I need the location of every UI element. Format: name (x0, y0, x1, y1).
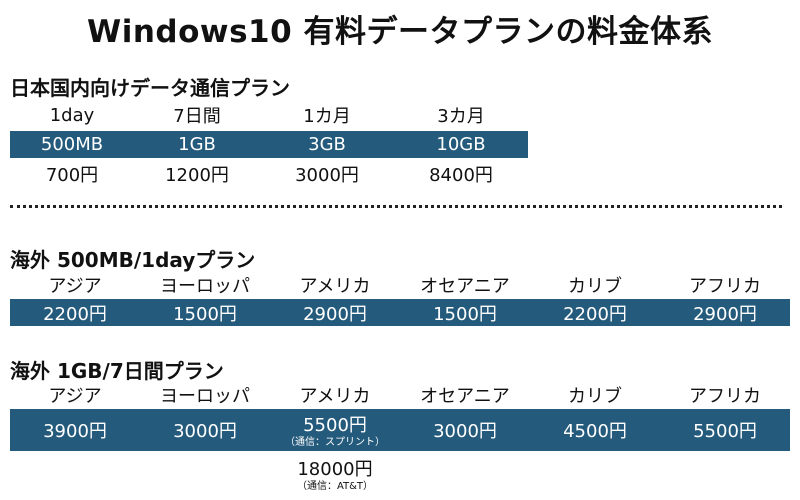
region-cell: アジア (48, 276, 102, 297)
price-cell: 2200円 (563, 303, 627, 325)
region-cell: ヨーロッパ (160, 276, 250, 297)
price-cell: 3000円 (433, 421, 497, 442)
price-cell: 2900円 (303, 303, 367, 325)
price-cell: 3000円 (295, 165, 359, 186)
price-cell: 5500円 (693, 421, 757, 442)
region-cell: アメリカ (299, 386, 371, 407)
price-cell: 2900円 (693, 303, 757, 325)
data-amount-cell: 1GB (178, 134, 216, 155)
region-cell: アジア (48, 386, 102, 407)
data-amount-cell: 10GB (436, 134, 486, 155)
america-alt-price: 18000円 （通信：AT&T） (270, 454, 400, 494)
region-cell: オセアニア (420, 276, 510, 297)
region-cell: アメリカ (299, 276, 371, 297)
price-value: 5500円 (303, 415, 367, 436)
overseas-500mb-region-row: アジア ヨーロッパ アメリカ オセアニア カリブ アフリカ (10, 271, 790, 299)
domestic-period-row: 1day 7日間 1カ月 3カ月 (10, 100, 528, 130)
overseas-1gb-price-band: 3900円 3000円 5500円 （通信：スプリント） 3000円 4500円… (10, 409, 790, 451)
data-amount-cell: 500MB (40, 134, 104, 155)
region-cell: カリブ (568, 386, 622, 407)
carrier-note: （通信：AT&T） (296, 481, 374, 492)
america-alt-price-cell: 18000円 （通信：AT&T） (270, 455, 400, 493)
price-cell: 700円 (45, 165, 99, 186)
overseas-500mb-heading: 海外 500MB/1dayプラン (10, 248, 256, 272)
dotted-divider (10, 205, 782, 208)
price-cell: 8400円 (429, 165, 493, 186)
carrier-note: （通信：スプリント） (285, 437, 385, 448)
domestic-price-row: 700円 1200円 3000円 8400円 (10, 159, 528, 189)
price-cell: 1200円 (165, 165, 229, 186)
price-cell: 3000円 (173, 421, 237, 442)
domestic-plan-heading: 日本国内向けデータ通信プラン (10, 76, 290, 100)
america-price-cell: 5500円 （通信：スプリント） (270, 411, 400, 449)
overseas-1gb-region-row: アジア ヨーロッパ アメリカ オセアニア カリブ アフリカ (10, 381, 790, 409)
region-cell: オセアニア (420, 386, 510, 407)
price-cell: 2200円 (43, 303, 107, 325)
region-cell: アフリカ (689, 276, 761, 297)
price-cell: 4500円 (563, 421, 627, 442)
price-value: 18000円 (297, 459, 373, 480)
domestic-data-band: 500MB 1GB 3GB 10GB (10, 131, 528, 158)
overseas-500mb-price-band: 2200円 1500円 2900円 1500円 2200円 2900円 (10, 299, 790, 326)
period-cell: 1day (49, 104, 95, 126)
page-title: Windows10 有料データプランの料金体系 (87, 14, 713, 50)
period-cell: 1カ月 (303, 106, 351, 127)
price-cell: 1500円 (173, 303, 237, 325)
period-cell: 3カ月 (437, 106, 485, 127)
overseas-1gb-heading: 海外 1GB/7日間プラン (10, 359, 224, 383)
region-cell: アフリカ (689, 386, 761, 407)
region-cell: ヨーロッパ (160, 386, 250, 407)
data-amount-cell: 3GB (308, 134, 346, 155)
price-cell: 3900円 (43, 421, 107, 442)
price-cell: 1500円 (433, 303, 497, 325)
period-cell: 7日間 (173, 106, 221, 127)
region-cell: カリブ (568, 276, 622, 297)
